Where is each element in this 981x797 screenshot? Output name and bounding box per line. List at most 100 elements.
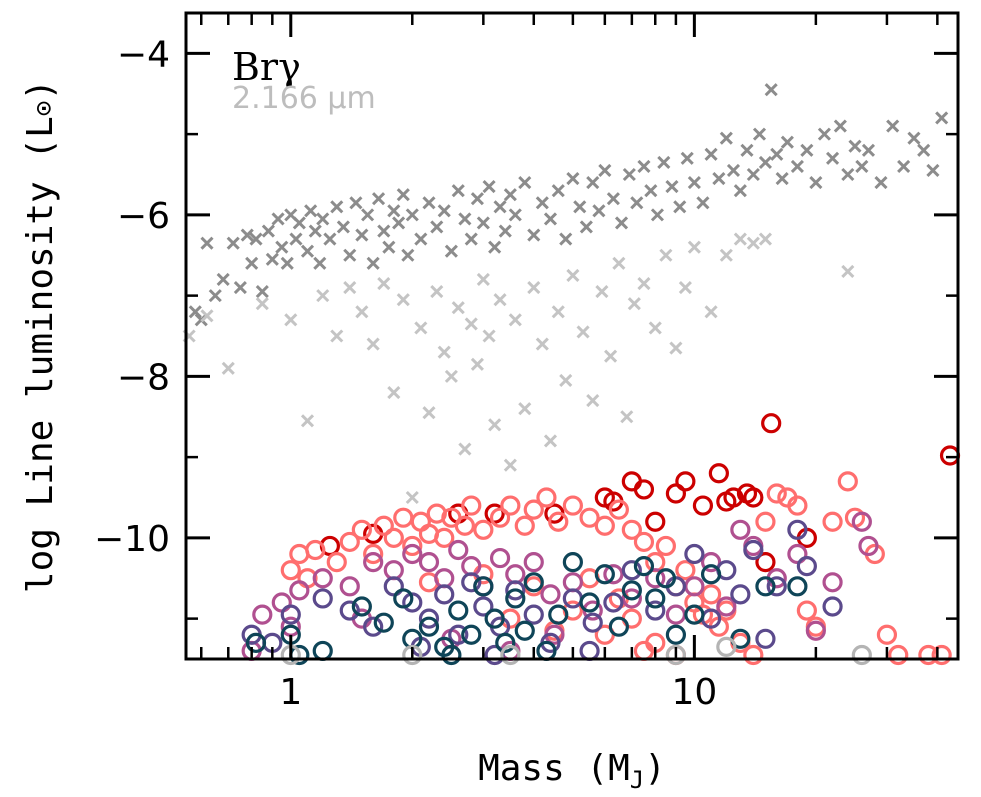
- series-magenta-circles: [241, 511, 879, 662]
- circle-point: [665, 644, 687, 666]
- circle-point: [383, 560, 404, 581]
- circle-point: [402, 644, 423, 666]
- circle-point: [280, 604, 301, 625]
- cross-point: [573, 200, 587, 214]
- cross-point: [261, 224, 275, 238]
- circle-point: [621, 580, 642, 601]
- cross-point: [861, 143, 876, 157]
- circle-point: [562, 588, 583, 609]
- circle-point: [837, 471, 858, 492]
- cross-point: [414, 232, 428, 246]
- circle-point: [271, 592, 292, 613]
- cross-point: [343, 248, 357, 262]
- cross-point: [304, 204, 318, 218]
- circle-point: [805, 620, 826, 641]
- cross-point: [907, 131, 921, 145]
- circle-point: [461, 572, 482, 593]
- circle-point: [822, 511, 843, 532]
- cross-point: [405, 490, 419, 505]
- circle-point: [743, 487, 764, 508]
- cross-point: [586, 176, 600, 190]
- cross-point: [482, 180, 496, 194]
- cross-point: [255, 285, 269, 299]
- cross-point: [586, 394, 600, 408]
- circle-point: [536, 487, 557, 508]
- circle-point: [383, 576, 404, 597]
- circle-point: [484, 608, 505, 629]
- cross-point: [245, 256, 259, 270]
- circle-point: [351, 596, 372, 617]
- series-purple-circles: [241, 519, 843, 666]
- circle-point: [454, 515, 475, 536]
- circle-point: [500, 644, 521, 666]
- cross-point: [926, 163, 940, 178]
- circle-point: [621, 588, 642, 609]
- circle-point: [461, 495, 482, 516]
- series-lower-light-crosses: [182, 232, 855, 505]
- circle-point: [280, 560, 301, 581]
- circle-point: [505, 580, 526, 601]
- cross-point: [498, 224, 512, 238]
- cross-point: [482, 329, 496, 343]
- circle-point: [523, 499, 544, 520]
- circle-point: [540, 584, 561, 605]
- cross-point: [809, 176, 823, 190]
- circle-point: [716, 636, 737, 657]
- circle-point: [373, 612, 394, 633]
- circle-point: [289, 580, 310, 601]
- cross-point: [566, 171, 580, 186]
- cross-point: [687, 176, 701, 190]
- cross-point: [414, 321, 428, 335]
- cross-point: [316, 212, 330, 226]
- cross-point: [566, 268, 580, 282]
- cross-point: [733, 184, 747, 198]
- cross-point: [444, 369, 458, 383]
- circle-point: [608, 499, 629, 520]
- cross-point: [604, 349, 618, 363]
- cross-point: [704, 147, 718, 161]
- cross-point: [377, 276, 391, 291]
- cross-point: [476, 272, 490, 287]
- cross-point: [841, 167, 855, 182]
- circle-point: [461, 556, 482, 577]
- cross-point: [323, 232, 337, 246]
- cross-point: [470, 357, 484, 371]
- circle-point: [305, 539, 326, 561]
- circle-point: [495, 632, 516, 653]
- circle-point: [312, 588, 333, 609]
- cross-point: [637, 159, 651, 173]
- cross-point: [733, 232, 747, 246]
- cross-point: [493, 293, 507, 307]
- cross-point: [559, 232, 573, 246]
- circle-point: [339, 600, 360, 621]
- cross-point: [255, 297, 269, 311]
- circle-point: [796, 600, 817, 621]
- cross-point: [833, 119, 847, 133]
- cross-point: [659, 248, 673, 262]
- circle-point: [473, 576, 494, 597]
- circle-point: [489, 507, 511, 528]
- circle-point: [645, 511, 666, 532]
- cross-point: [746, 167, 760, 182]
- cross-point: [437, 204, 451, 218]
- cross-point: [221, 361, 235, 375]
- cross-point: [551, 305, 565, 319]
- cross-point: [650, 208, 664, 222]
- circle-point: [505, 588, 526, 609]
- cross-point: [396, 293, 410, 307]
- cross-point: [637, 276, 651, 291]
- circle-point: [708, 463, 729, 484]
- circle-point: [851, 511, 872, 532]
- circle-point: [418, 616, 440, 637]
- circle-point: [523, 572, 544, 593]
- cross-point: [758, 232, 773, 246]
- cross-point: [712, 171, 726, 186]
- circle-point: [755, 511, 776, 532]
- cross-point: [493, 200, 507, 214]
- plot-frame: [184, 11, 960, 661]
- cross-point: [752, 127, 767, 141]
- x-tick-label: 10: [671, 672, 717, 713]
- cross-point: [289, 232, 303, 246]
- circle-point: [787, 576, 808, 597]
- cross-point: [451, 301, 465, 315]
